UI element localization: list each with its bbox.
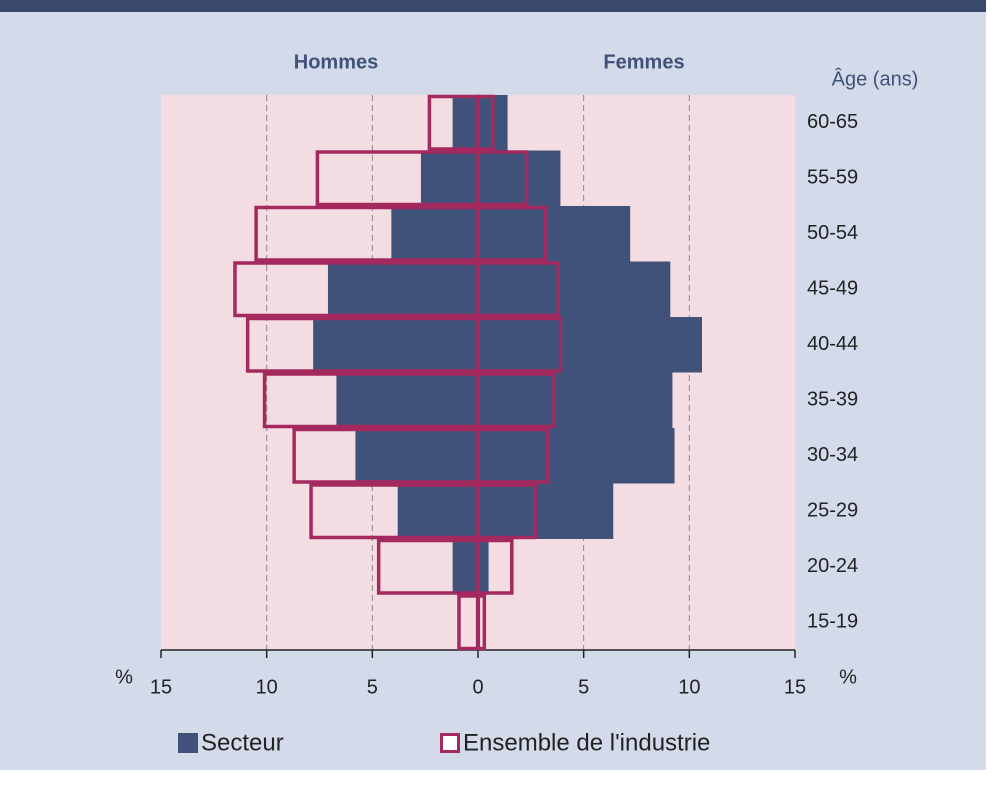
bar bbox=[478, 483, 614, 539]
x-tick-label: 10 bbox=[256, 676, 278, 698]
bar-outline bbox=[476, 538, 514, 595]
y-tick-label: 45-49 bbox=[807, 278, 858, 300]
bar bbox=[478, 539, 489, 595]
x-tick-label: 5 bbox=[578, 676, 589, 698]
bar-outline bbox=[476, 94, 495, 151]
x-tick-label: 0 bbox=[472, 676, 483, 698]
bar-outline bbox=[476, 205, 548, 262]
legend-swatch bbox=[178, 733, 198, 753]
bar bbox=[420, 150, 478, 206]
legend-swatch bbox=[440, 733, 460, 753]
bar bbox=[391, 206, 478, 262]
y-axis-label: Âge (ans) bbox=[832, 67, 919, 90]
y-tick-label: 60-65 bbox=[807, 111, 858, 133]
x-unit-left: % bbox=[115, 666, 133, 688]
right-label: Femmes bbox=[603, 51, 684, 73]
bar bbox=[452, 539, 478, 595]
y-tick-label: 35-39 bbox=[807, 389, 858, 411]
bar-outline bbox=[476, 316, 563, 373]
y-tick-label: 15-19 bbox=[807, 611, 858, 633]
x-tick-label: 15 bbox=[150, 676, 172, 698]
bar bbox=[355, 428, 478, 484]
x-unit-right: % bbox=[839, 666, 857, 688]
bar bbox=[478, 150, 561, 206]
bar-outline bbox=[476, 261, 561, 318]
bar bbox=[478, 206, 631, 262]
bar-outline bbox=[476, 483, 537, 540]
legend-label: Secteur bbox=[201, 729, 284, 756]
y-tick-label: 50-54 bbox=[807, 222, 858, 244]
x-tick-label: 5 bbox=[367, 676, 378, 698]
y-tick-label: 20-24 bbox=[807, 555, 858, 577]
bar bbox=[336, 372, 478, 428]
y-tick-label: 40-44 bbox=[807, 333, 858, 355]
bar bbox=[327, 261, 478, 317]
y-tick-label: 25-29 bbox=[807, 500, 858, 522]
bar bbox=[478, 428, 675, 484]
legend-label: Ensemble de l'industrie bbox=[463, 729, 710, 756]
bar bbox=[313, 317, 478, 373]
y-tick-label: 55-59 bbox=[807, 167, 858, 189]
bar-outline bbox=[476, 427, 550, 484]
bar-outline bbox=[476, 594, 487, 651]
bar-outline bbox=[476, 150, 529, 207]
bar bbox=[478, 261, 671, 317]
bar bbox=[478, 317, 703, 373]
bar bbox=[452, 95, 478, 151]
y-tick-label: 30-34 bbox=[807, 444, 858, 466]
bar bbox=[397, 483, 478, 539]
x-tick-label: 10 bbox=[678, 676, 700, 698]
top-bar bbox=[0, 0, 986, 12]
x-tick-label: 15 bbox=[784, 676, 806, 698]
bar bbox=[478, 372, 673, 428]
left-label: Hommes bbox=[294, 51, 378, 73]
bar-outline bbox=[476, 372, 556, 429]
